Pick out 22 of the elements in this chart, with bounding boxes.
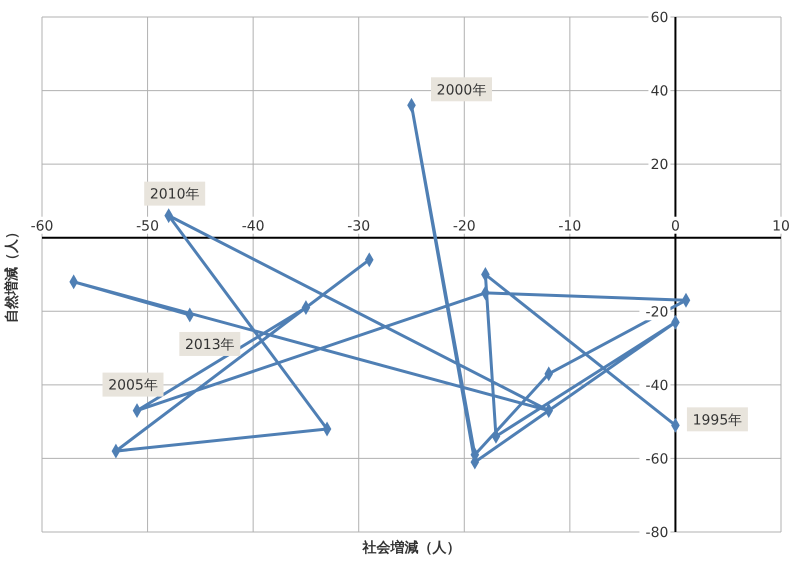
x-tick-label: -60 bbox=[30, 218, 54, 235]
x-tick-label: -40 bbox=[242, 218, 265, 235]
x-tick-label: -20 bbox=[452, 218, 476, 235]
annotation: 2005年 bbox=[108, 378, 158, 394]
x-tick-label: -50 bbox=[136, 218, 160, 235]
y-tick-label: -40 bbox=[646, 378, 668, 394]
y-tick-label: 20 bbox=[650, 157, 668, 174]
y-tick-label: -60 bbox=[646, 451, 668, 468]
x-tick-label: 0 bbox=[670, 218, 680, 235]
y-tick-label: 60 bbox=[650, 10, 668, 26]
x-tick-label: -30 bbox=[347, 218, 370, 235]
y-tick-label: -20 bbox=[646, 304, 668, 320]
x-tick-label: 10 bbox=[772, 218, 790, 235]
y-tick-label: 40 bbox=[650, 84, 668, 100]
y-tick-label: -80 bbox=[646, 525, 668, 541]
annotation: 1995年 bbox=[692, 412, 742, 428]
x-axis-title: 社会増減（人） bbox=[362, 540, 460, 556]
annotation: 2010年 bbox=[150, 186, 200, 203]
annotation: 2013年 bbox=[184, 336, 235, 353]
annotation: 2000年 bbox=[436, 82, 486, 98]
y-axis-title: 自然増減（人） bbox=[3, 224, 21, 324]
x-tick-label: -10 bbox=[558, 218, 582, 235]
